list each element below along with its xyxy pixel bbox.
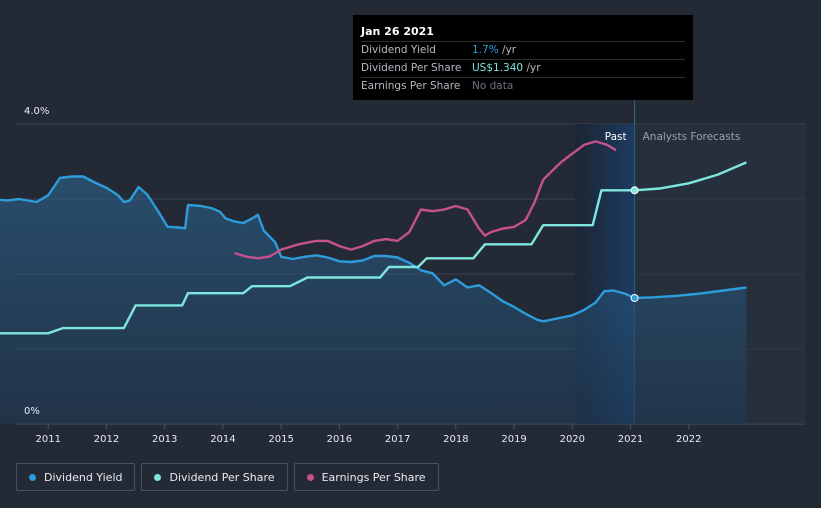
series-markers xyxy=(630,186,639,302)
x-tick-label: 2021 xyxy=(618,434,643,445)
x-tick-label: 2012 xyxy=(94,434,119,445)
tooltip-label: Earnings Per Share xyxy=(361,80,461,92)
series-line-dividend-yield xyxy=(0,175,636,323)
y-axis-bottom-label: 0% xyxy=(24,406,40,417)
series-line-dividend-per-share xyxy=(0,189,635,335)
marker-dividend-per-share xyxy=(630,186,639,195)
legend-dot-icon xyxy=(29,473,36,481)
tooltip-row-dividend-yield: Dividend Yield 1.7% /yr xyxy=(361,41,685,59)
past-label: Past xyxy=(605,131,627,143)
x-tick-label: 2014 xyxy=(210,434,235,445)
y-axis-top-label: 4.0% xyxy=(24,106,50,117)
legend-dot-icon xyxy=(306,473,314,481)
series-lines xyxy=(0,140,747,335)
forecast-label: Analysts Forecasts xyxy=(643,131,741,143)
marker-dividend-yield xyxy=(630,294,639,302)
tooltip-value: 1.7% /yr xyxy=(472,42,516,59)
legend-label: Dividend Yield xyxy=(44,470,123,484)
tooltip-value-number: US$1.340 xyxy=(472,62,524,74)
x-tick-label: 2016 xyxy=(327,434,352,445)
legend-item-dividend-per-share[interactable]: Dividend Per Share xyxy=(141,463,288,491)
series-line-earnings-per-share xyxy=(234,140,617,260)
x-tick-label: 2013 xyxy=(152,434,177,445)
legend-item-earnings-per-share[interactable]: Earnings Per Share xyxy=(293,463,439,491)
x-tick-label: 2020 xyxy=(560,434,585,445)
tooltip-row-earnings-per-share: Earnings Per Share No data xyxy=(361,77,685,95)
x-tick-label: 2018 xyxy=(443,434,468,445)
x-tick-label: 2015 xyxy=(268,434,293,445)
tooltip-date: Jan 26 2021 xyxy=(361,25,434,38)
x-tick-label: 2019 xyxy=(501,434,526,445)
forecast-line-dividend-per-share xyxy=(634,161,747,192)
dividend-yield-area xyxy=(0,176,747,424)
period-labels: Past Analysts Forecasts xyxy=(605,131,741,143)
tooltip-value-number: 1.7% xyxy=(472,44,499,56)
legend: Dividend Yield Dividend Per Share Earnin… xyxy=(16,463,439,491)
x-tick-label: 2011 xyxy=(36,434,61,445)
x-tick-label: 2017 xyxy=(385,434,410,445)
tooltip-value: US$1.340 /yr xyxy=(472,60,541,77)
tooltip: Jan 26 2021 Dividend Yield 1.7% /yr Divi… xyxy=(353,15,693,100)
forecast-line-dividend-yield xyxy=(634,286,747,300)
legend-dot-icon xyxy=(154,473,162,481)
tooltip-value-unit: /yr xyxy=(526,62,541,74)
area-fills xyxy=(0,176,747,424)
legend-label: Dividend Per Share xyxy=(169,470,275,484)
legend-label: Earnings Per Share xyxy=(321,470,426,484)
x-axis-ticks: 2011 2012 2013 2014 2015 2016 2017 2018 2019 2020… xyxy=(36,424,701,445)
x-tick-label: 2022 xyxy=(676,434,701,445)
legend-item-dividend-yield[interactable]: Dividend Yield xyxy=(16,463,136,491)
tooltip-value: No data xyxy=(472,80,514,92)
tooltip-label: Dividend Yield xyxy=(361,44,436,56)
tooltip-value-unit: /yr xyxy=(502,44,517,56)
tooltip-row-dividend-per-share: Dividend Per Share US$1.340 /yr xyxy=(361,59,685,77)
tooltip-label: Dividend Per Share xyxy=(361,62,462,74)
